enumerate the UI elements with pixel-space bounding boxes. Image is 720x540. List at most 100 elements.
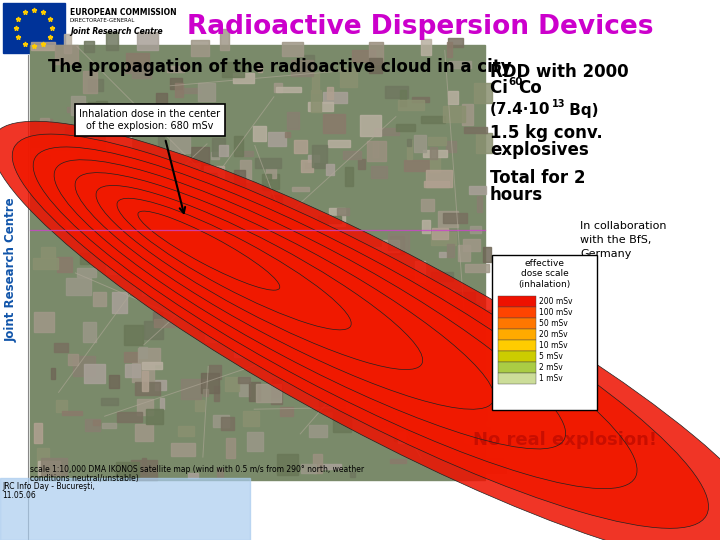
Bar (126, 53, 149, 70)
Bar (482, 462, 506, 473)
Bar (158, 134, 164, 148)
Bar (292, 187, 309, 191)
Bar (68, 217, 91, 227)
Bar (178, 426, 194, 436)
Bar (238, 377, 251, 383)
Bar (35, 312, 53, 332)
Bar (143, 181, 148, 198)
Bar (132, 66, 151, 78)
Bar (483, 310, 504, 325)
Bar (240, 319, 249, 328)
Bar (214, 246, 232, 254)
Bar (80, 253, 89, 265)
Bar (40, 247, 55, 258)
Bar (469, 444, 485, 453)
Bar (336, 331, 349, 350)
Bar (57, 258, 72, 272)
Bar (379, 411, 394, 427)
Bar (400, 90, 406, 106)
Ellipse shape (96, 185, 423, 369)
Text: (7.4·10: (7.4·10 (490, 103, 551, 118)
Bar (498, 340, 536, 351)
Bar (145, 321, 163, 339)
Bar (51, 368, 55, 379)
Bar (451, 292, 475, 311)
Bar (448, 91, 458, 104)
Bar (142, 457, 146, 474)
Bar (199, 319, 221, 332)
Bar (474, 83, 492, 103)
Bar (167, 66, 184, 72)
Bar (160, 398, 164, 409)
Bar (282, 42, 303, 56)
Bar (240, 160, 251, 182)
Bar (439, 252, 446, 256)
Bar (477, 196, 482, 212)
Bar (358, 159, 365, 169)
Bar (153, 312, 161, 323)
Bar (430, 157, 440, 172)
Bar (395, 124, 415, 131)
Bar (91, 188, 100, 206)
Bar (305, 314, 320, 322)
Bar (203, 389, 208, 396)
Bar (446, 141, 456, 152)
Bar (142, 273, 166, 295)
Bar (334, 368, 338, 376)
Bar (323, 92, 347, 103)
Bar (408, 386, 420, 404)
Bar (467, 463, 492, 470)
Bar (142, 215, 148, 232)
Bar (498, 351, 536, 362)
Bar (168, 177, 178, 196)
Text: JRC Info Day - Bucureşti,: JRC Info Day - Bucureşti, (2, 482, 95, 491)
Bar (330, 338, 344, 350)
Bar (192, 147, 210, 169)
Bar (340, 68, 357, 86)
Bar (311, 90, 321, 112)
Bar (171, 443, 194, 456)
Bar (0, 55, 28, 540)
Bar (451, 323, 462, 336)
Bar (352, 50, 375, 63)
Bar (55, 45, 78, 64)
Bar (175, 163, 200, 167)
Bar (369, 43, 383, 64)
Bar (428, 288, 443, 303)
Bar (264, 184, 270, 190)
Bar (279, 408, 293, 416)
Bar (249, 382, 260, 401)
Bar (256, 158, 281, 167)
Text: explosives: explosives (490, 141, 589, 159)
Bar (243, 411, 259, 426)
Bar (222, 241, 246, 253)
Bar (447, 43, 451, 57)
Bar (190, 221, 197, 238)
Bar (346, 167, 353, 186)
Bar (31, 148, 51, 153)
Bar (431, 232, 456, 245)
Bar (276, 87, 301, 92)
Bar (408, 140, 413, 159)
Bar (183, 126, 208, 131)
Bar (498, 307, 536, 318)
Bar (0, 0, 720, 55)
Bar (291, 60, 312, 76)
Bar (181, 379, 202, 399)
Bar (83, 322, 96, 342)
Bar (378, 362, 400, 379)
Text: Ci: Ci (490, 79, 513, 97)
Bar (406, 334, 420, 338)
Text: 200 mSv: 200 mSv (539, 297, 572, 306)
Bar (219, 145, 228, 156)
Bar (40, 118, 49, 132)
Bar (398, 432, 405, 443)
Bar (415, 372, 424, 382)
Bar (287, 112, 300, 129)
Bar (173, 105, 197, 121)
Bar (263, 296, 269, 315)
Text: 5 mSv: 5 mSv (539, 352, 563, 361)
Bar (101, 399, 118, 404)
Bar (84, 133, 97, 145)
Bar (449, 326, 464, 348)
